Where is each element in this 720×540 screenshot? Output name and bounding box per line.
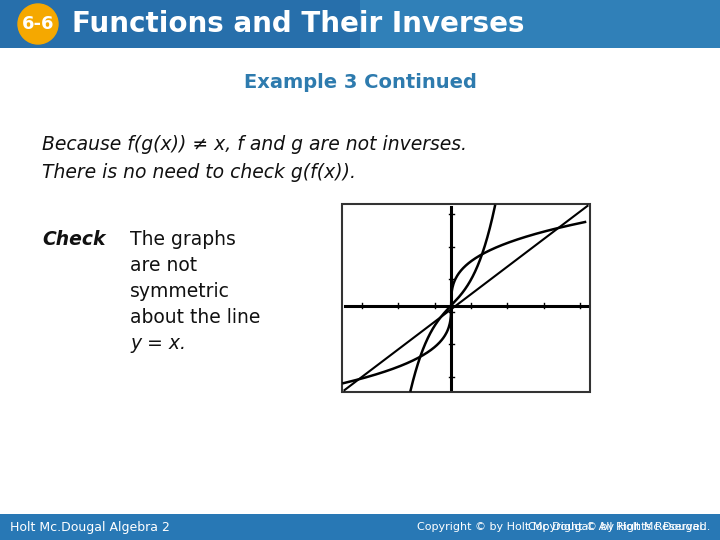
Bar xyxy=(0,514,720,540)
Text: Holt Mc.Dougal Algebra 2: Holt Mc.Dougal Algebra 2 xyxy=(10,521,170,534)
Text: Functions and Their Inverses: Functions and Their Inverses xyxy=(72,10,524,38)
Circle shape xyxy=(18,4,58,44)
Text: Copyright © by Holt Mc Dougal. All Rights Reserved.: Copyright © by Holt Mc Dougal. All Right… xyxy=(417,522,710,532)
Text: y = x.: y = x. xyxy=(130,334,186,353)
Text: Because f(g(x)) ≠ x, f and g are not inverses.: Because f(g(x)) ≠ x, f and g are not inv… xyxy=(42,136,467,154)
Bar xyxy=(0,0,720,48)
Text: The graphs: The graphs xyxy=(130,230,236,249)
Text: symmetric: symmetric xyxy=(130,282,230,301)
Text: Example 3 Continued: Example 3 Continued xyxy=(243,72,477,91)
Text: Copyright © by Holt Mc Dougal.: Copyright © by Holt Mc Dougal. xyxy=(528,522,710,532)
Bar xyxy=(0,0,360,48)
Text: about the line: about the line xyxy=(130,308,261,327)
Text: There is no need to check g(f(x)).: There is no need to check g(f(x)). xyxy=(42,163,356,181)
Text: Check: Check xyxy=(42,230,106,249)
Text: 6-6: 6-6 xyxy=(22,15,54,33)
Text: are not: are not xyxy=(130,256,197,275)
Bar xyxy=(342,204,590,392)
Bar xyxy=(0,0,720,48)
